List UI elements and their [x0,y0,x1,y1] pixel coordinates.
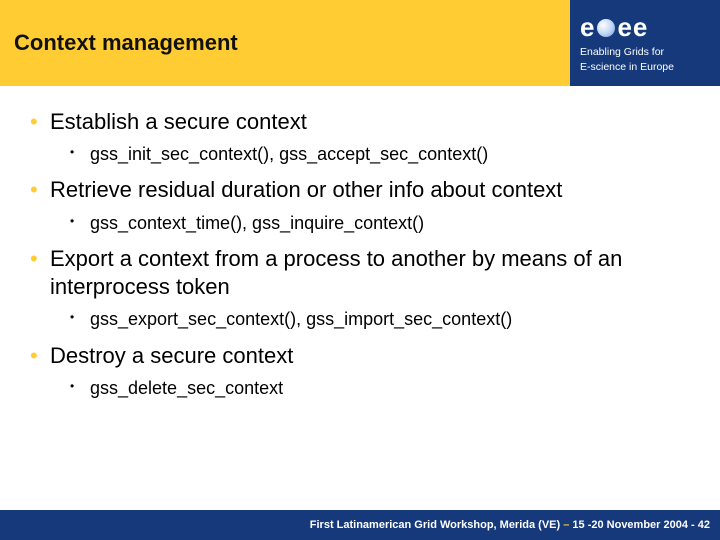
brand-text-right: ee [617,13,648,43]
tagline-line1: Enabling Grids for [580,46,710,58]
list-item-text: Export a context from a process to anoth… [50,246,622,299]
slide: Context management e ee Enabling Grids f… [0,0,720,540]
tagline-line2: E-science in Europe [580,61,710,73]
list-item: Export a context from a process to anoth… [28,245,692,332]
bullet-list: Establish a secure context gss_init_sec_… [28,108,692,400]
list-item-text: Destroy a secure context [50,343,293,368]
sub-list: gss_context_time(), gss_inquire_context(… [50,211,692,235]
sub-list: gss_export_sec_context(), gss_import_sec… [50,307,692,331]
content-area: Establish a secure context gss_init_sec_… [0,86,720,510]
list-item: Destroy a secure context gss_delete_sec_… [28,342,692,400]
sub-list-item: gss_context_time(), gss_inquire_context(… [50,211,692,235]
globe-icon [597,19,615,37]
title-block: Context management [0,0,570,86]
list-item: Retrieve residual duration or other info… [28,176,692,234]
footer-right: 15 -20 November 2004 - 42 [572,519,710,531]
sub-list-item: gss_export_sec_context(), gss_import_sec… [50,307,692,331]
sub-list: gss_delete_sec_context [50,376,692,400]
footer-dash: – [560,519,572,531]
header: Context management e ee Enabling Grids f… [0,0,720,86]
sub-list-item: gss_init_sec_context(), gss_accept_sec_c… [50,142,692,166]
brand-text-left: e [580,13,595,43]
footer-left: First Latinamerican Grid Workshop, Merid… [310,519,560,531]
list-item-text: Retrieve residual duration or other info… [50,177,562,202]
sub-list: gss_init_sec_context(), gss_accept_sec_c… [50,142,692,166]
footer: First Latinamerican Grid Workshop, Merid… [0,510,720,540]
egee-logo: e ee [580,13,710,43]
list-item: Establish a secure context gss_init_sec_… [28,108,692,166]
logo-block: e ee Enabling Grids for E-science in Eur… [570,0,720,86]
slide-title: Context management [14,30,238,56]
list-item-text: Establish a secure context [50,109,307,134]
sub-list-item: gss_delete_sec_context [50,376,692,400]
footer-text: First Latinamerican Grid Workshop, Merid… [310,519,710,531]
